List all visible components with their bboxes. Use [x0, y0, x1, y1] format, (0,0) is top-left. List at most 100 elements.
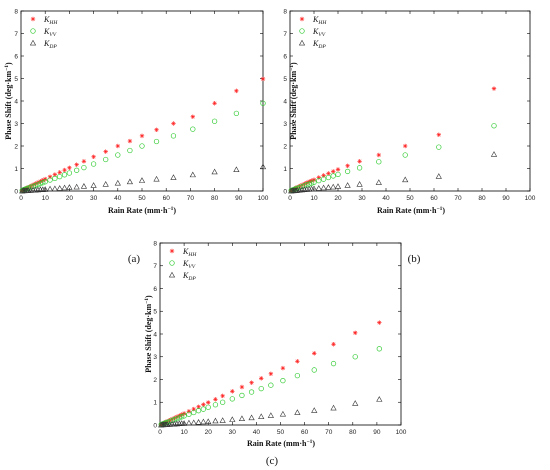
- data-point-dp: [330, 404, 337, 411]
- data-point-vv: [258, 385, 264, 392]
- data-point-hh-stroke: [230, 389, 235, 394]
- data-point-vv: [260, 100, 266, 106]
- data-point-dp: [56, 185, 63, 191]
- panel-label: (b): [408, 253, 421, 265]
- data-point-hh: [230, 389, 235, 394]
- panel-label: (a): [128, 253, 141, 265]
- data-point-dp: [189, 171, 196, 178]
- data-point-hh-stroke: [91, 154, 96, 159]
- data-point-hh-stroke: [295, 359, 300, 364]
- x-tick-label: 10: [42, 195, 50, 202]
- data-point-hh: [212, 101, 217, 106]
- x-tick-label: 70: [454, 195, 462, 202]
- data-point-dp: [185, 419, 193, 426]
- data-point-vv: [335, 171, 341, 178]
- y-tick-label: 4: [283, 98, 287, 105]
- data-point-vv: [294, 372, 301, 379]
- data-point-vv: [179, 414, 185, 420]
- data-point-vv: [190, 126, 196, 132]
- data-point-hh-stroke: [43, 177, 48, 181]
- y-axis: 0 1 2 3 4 5 6 7 8: [14, 8, 263, 195]
- data-point-vv: [299, 183, 305, 190]
- data-point-dp: [42, 186, 49, 192]
- legend-marker-hh-stroke: [170, 249, 174, 253]
- data-point-hh: [171, 121, 176, 126]
- x-tick-label: 100: [396, 429, 407, 436]
- data-point-dp: [51, 185, 58, 192]
- data-point-dp: [200, 418, 207, 425]
- data-point-vv: [191, 409, 197, 416]
- data-point-vv: [229, 396, 235, 402]
- data-point-vv: [74, 167, 80, 173]
- data-point-vv: [57, 173, 63, 180]
- data-point-hh-stroke: [312, 351, 317, 356]
- y-axis-title: Phase Shift (deg·km−1): [289, 62, 298, 140]
- x-tick-label: 100: [525, 195, 536, 202]
- data-point-hh: [357, 159, 362, 164]
- y-tick-label: 6: [14, 53, 18, 60]
- x-tick-label: 50: [138, 195, 146, 202]
- data-point-hh: [139, 133, 145, 139]
- data-point-hh-stroke: [82, 159, 86, 164]
- data-point-vv: [115, 152, 121, 158]
- data-point-hh-stroke: [128, 139, 132, 143]
- data-point-dp: [325, 184, 332, 190]
- data-point-dp: [248, 414, 255, 421]
- data-point-vv: [211, 118, 218, 124]
- legend-marker-vv: [299, 28, 305, 34]
- data-point-vv: [320, 176, 327, 182]
- y-tick-label: 5: [153, 309, 157, 316]
- x-tick-label: 60: [301, 429, 309, 436]
- data-point-hh: [91, 154, 96, 159]
- chart-panel-a: 0 10 20 30 40 50 60 70 80 90 100 0 1 2 3 4 5 6 7 8 Rain Rate…: [4, 8, 269, 215]
- x-tick-label: 60: [163, 195, 171, 202]
- data-point-hh: [43, 176, 48, 182]
- data-point-hh: [280, 365, 286, 371]
- legend-marker-hh: [30, 16, 36, 22]
- data-point-hh-stroke: [403, 144, 408, 148]
- legend-marker-hh-stroke: [300, 17, 304, 21]
- data-point-hh-stroke: [62, 168, 67, 172]
- x-tick-label: 0: [288, 195, 292, 202]
- data-point-hh: [103, 149, 108, 154]
- x-tick-label: 20: [334, 195, 342, 202]
- data-point-hh-stroke: [53, 172, 57, 177]
- y-tick-label: 3: [283, 121, 287, 128]
- data-point-hh: [249, 380, 254, 385]
- data-point-hh: [201, 402, 206, 407]
- data-point-dp: [402, 176, 409, 183]
- data-point-vv: [61, 172, 68, 178]
- y-tick-label: 8: [153, 240, 157, 247]
- x-tick-label: 50: [406, 195, 414, 202]
- x-axis: 0 10 20 30 40 50 60 70 80 90 100: [158, 243, 407, 436]
- data-point-hh-stroke: [357, 159, 362, 164]
- data-point-hh: [220, 393, 225, 399]
- y-tick-label: 3: [14, 121, 18, 128]
- data-point-vv: [301, 182, 308, 189]
- x-tick-label: 10: [310, 195, 318, 202]
- data-point-dp: [376, 396, 383, 402]
- y-tick-label: 2: [153, 377, 157, 384]
- data-point-hh: [154, 127, 159, 132]
- data-point-vv: [280, 377, 286, 384]
- series-dp: [158, 396, 383, 428]
- data-point-hh: [213, 397, 218, 402]
- y-tick-label: 2: [283, 143, 287, 150]
- data-point-hh-stroke: [212, 101, 217, 106]
- series-dp: [19, 163, 267, 194]
- legend-marker-hh: [299, 16, 305, 22]
- x-tick-label: 70: [187, 195, 195, 202]
- data-point-hh-stroke: [331, 342, 336, 347]
- y-tick-label: 1: [283, 166, 287, 173]
- data-point-dp: [259, 163, 267, 170]
- data-point-hh: [115, 143, 120, 149]
- legend-marker-dp: [298, 39, 306, 46]
- data-point-vv: [37, 180, 44, 187]
- y-axis-title: Phase Shift (deg·km−1): [144, 295, 153, 373]
- data-point-vv: [30, 183, 36, 189]
- legend-marker-dp: [29, 39, 37, 46]
- data-point-hh-stroke: [436, 132, 441, 137]
- data-point-hh: [491, 86, 497, 91]
